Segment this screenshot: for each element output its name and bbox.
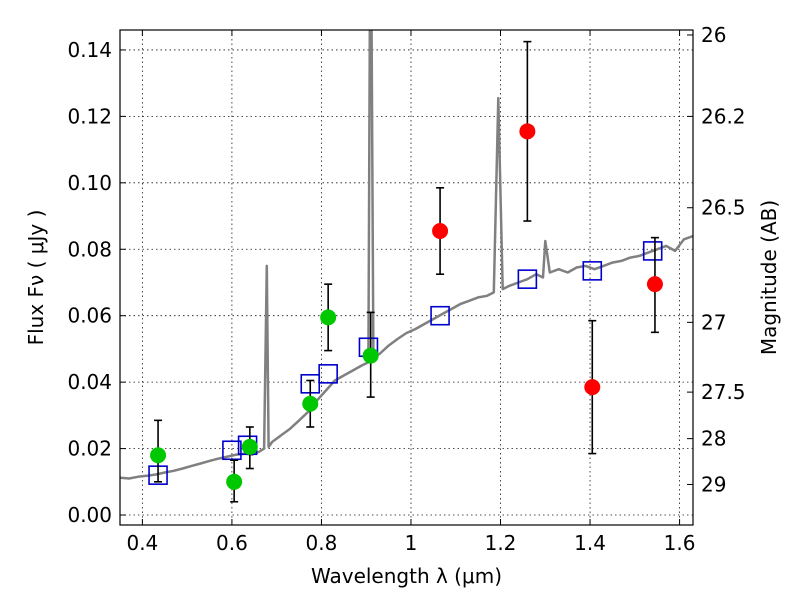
y-tick-label: 0.02 bbox=[67, 437, 112, 461]
x-tick-label: 1.6 bbox=[664, 531, 696, 555]
y2-tick-label: 27 bbox=[701, 310, 726, 334]
model-photometry-square bbox=[642, 241, 663, 261]
grid bbox=[120, 30, 693, 525]
x-tick-label: 0.6 bbox=[216, 531, 248, 555]
y2-tick-label: 27.5 bbox=[701, 380, 746, 404]
observed-point bbox=[150, 447, 167, 464]
model-photometry-square bbox=[222, 440, 242, 461]
y-tick-label: 0.12 bbox=[67, 104, 112, 128]
series-layer bbox=[120, 30, 693, 503]
model-photometry-square bbox=[582, 261, 603, 281]
observed-point bbox=[362, 347, 379, 364]
x-axis-label: Wavelength λ (μm) bbox=[311, 564, 502, 588]
model-photometry-square bbox=[318, 364, 338, 384]
observed-point bbox=[320, 309, 337, 326]
y-tick-label: 0.00 bbox=[67, 503, 112, 527]
y-tick-label: 0.14 bbox=[67, 38, 112, 62]
observed-point bbox=[226, 473, 243, 490]
model-spectrum-line bbox=[120, 30, 693, 480]
observed-point bbox=[646, 276, 663, 293]
observed-point bbox=[584, 379, 601, 396]
observed-point bbox=[241, 438, 258, 455]
y2-tick-label: 28 bbox=[701, 427, 726, 451]
y-tick-label: 0.10 bbox=[67, 171, 112, 195]
observed-point bbox=[432, 222, 449, 239]
x-tick-label: 1.2 bbox=[485, 531, 517, 555]
observed-point bbox=[519, 123, 536, 140]
x-tick-label: 1.4 bbox=[574, 531, 606, 555]
x-tick-label: 0.8 bbox=[306, 531, 338, 555]
y-axis-label: Flux Fν ( μJy ) bbox=[24, 210, 48, 346]
y2-tick-label: 26 bbox=[701, 23, 726, 47]
x-tick-label: 0.4 bbox=[126, 531, 158, 555]
model-photometry-square bbox=[517, 269, 538, 289]
y2-tick-label: 26.5 bbox=[701, 196, 746, 220]
y2-tick-label: 26.2 bbox=[701, 104, 746, 128]
y-tick-label: 0.08 bbox=[67, 237, 112, 261]
model-photometry-square bbox=[430, 305, 450, 326]
y2-tick-label: 29 bbox=[701, 472, 726, 496]
ticks: 0.4 0.6 0.8 1 1.2 1.4 1.6 0.00 0.02 0.04 0.06 0.08 0… bbox=[67, 23, 745, 555]
y-tick-label: 0.06 bbox=[67, 304, 112, 328]
y-tick-label: 0.04 bbox=[67, 370, 112, 394]
x-tick-label: 1 bbox=[405, 531, 418, 555]
plot-frame bbox=[119, 29, 694, 526]
y2-axis-label: Magnitude (AB) bbox=[757, 200, 781, 355]
observed-point bbox=[302, 395, 319, 412]
